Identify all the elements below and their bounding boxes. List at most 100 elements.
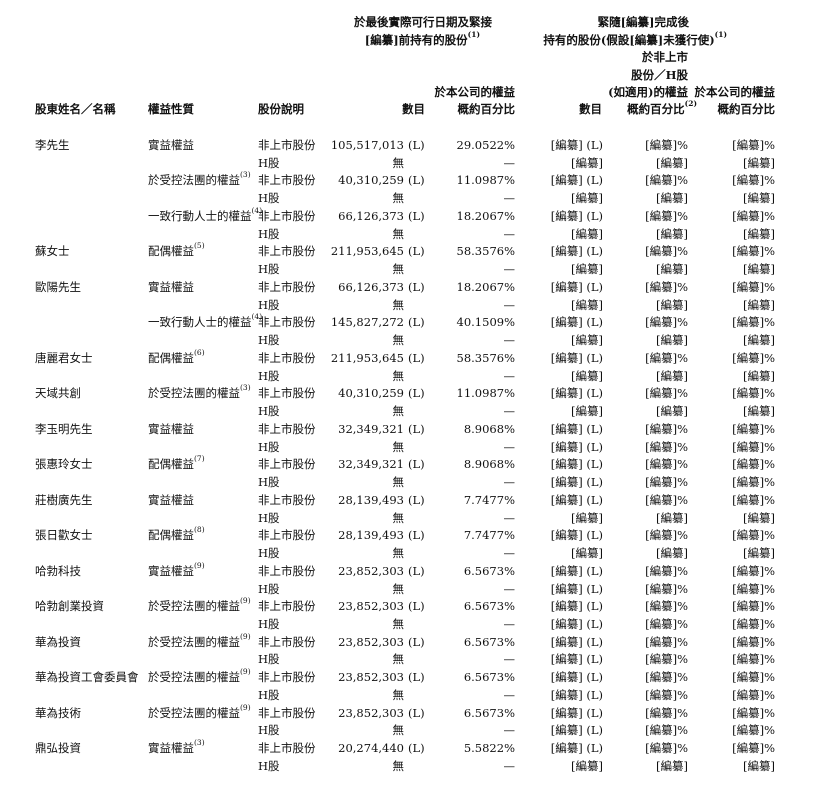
post-class-percentage: [編纂]	[656, 226, 688, 242]
post-class-percentage: [編纂]%	[645, 172, 688, 188]
post-class-percentage: [編纂]%	[645, 243, 688, 259]
share-description: H股	[258, 616, 280, 632]
share-count: 無	[393, 226, 405, 242]
long-position-flag-text: (L)	[408, 634, 425, 649]
post-class-percentage-text: [編纂]	[656, 226, 688, 241]
post-class-percentage-text: [編纂]%	[645, 652, 688, 667]
shareholding-percentage: —	[504, 651, 516, 667]
shareholding-percentage-text: —	[503, 546, 516, 561]
group-header-post-line1: 緊隨[編纂]完成後	[597, 15, 689, 29]
post-company-percentage-text: [編纂]%	[732, 350, 775, 365]
shareholding-percentage: —	[504, 297, 516, 313]
interest-nature: 實益權益	[148, 279, 194, 295]
post-share-count: [編纂] (L)	[551, 563, 603, 579]
post-class-percentage-text: [編纂]	[656, 297, 688, 312]
col-header-name: 股東姓名／名稱	[35, 102, 116, 116]
interest-nature-text: 實益權益	[148, 279, 194, 294]
post-class-percentage: [編纂]%	[645, 527, 688, 543]
footnote-ref: (1)	[714, 30, 727, 39]
post-company-percentage-text: [編纂]	[743, 262, 775, 277]
share-count-text: 無	[392, 297, 405, 312]
post-share-count-text: [編纂] (L)	[550, 581, 603, 596]
post-class-percentage-text: [編纂]%	[645, 457, 688, 472]
post-share-count: [編纂]	[571, 155, 603, 171]
post-share-count: [編纂] (L)	[551, 208, 603, 224]
post-company-percentage: [編纂]%	[732, 385, 775, 401]
long-position-flag: (L)	[408, 705, 425, 721]
post-class-percentage-text: [編纂]%	[645, 173, 688, 188]
group-header-pre-line2: [編纂]前持有的股份	[364, 33, 468, 47]
share-description: H股	[258, 155, 280, 171]
shareholding-percentage: —	[504, 581, 516, 597]
post-share-count-text: [編纂]	[571, 546, 603, 561]
post-class-percentage-text: [編纂]%	[645, 581, 688, 596]
post-share-count: [編纂]	[571, 297, 603, 313]
post-company-percentage: [編纂]%	[732, 705, 775, 721]
post-class-percentage: [編纂]	[656, 510, 688, 526]
post-share-count: [編纂] (L)	[551, 385, 603, 401]
shareholder-name: 李先生	[35, 137, 70, 153]
share-count-text: 無	[392, 723, 405, 738]
interest-nature: 實益權益	[148, 492, 194, 508]
col-header-post-pct1-line4: 概約百分比(2)	[627, 100, 697, 117]
shareholding-percentage: —	[504, 687, 516, 703]
footnote-ref: (4)	[251, 205, 263, 215]
post-company-percentage: [編纂]%	[732, 598, 775, 614]
post-company-percentage: [編纂]%	[732, 314, 775, 330]
post-company-percentage-text: [編纂]%	[732, 386, 775, 401]
share-count: 145,827,272	[331, 314, 404, 330]
post-company-percentage: [編纂]	[743, 545, 775, 561]
col-header-post-pct1-line2: 股份／H股	[631, 68, 688, 82]
share-count-text: 無	[392, 404, 405, 419]
share-count: 無	[393, 474, 405, 490]
post-class-percentage-text: [編纂]%	[645, 279, 688, 294]
share-count-text: 無	[392, 616, 405, 631]
post-share-count: [編纂] (L)	[551, 616, 603, 632]
share-description-text: H股	[258, 687, 280, 702]
group-header-post: 緊隨[編纂]完成後	[598, 14, 689, 30]
footnote-ref: (4)	[251, 312, 263, 322]
long-position-flag: (L)	[408, 740, 425, 756]
interest-nature: 實益權益(9)	[148, 561, 205, 579]
post-company-percentage-text: [編纂]%	[732, 687, 775, 702]
footnote-ref: (9)	[240, 596, 251, 606]
interest-nature-text: 實益權益	[148, 741, 194, 756]
share-description: H股	[258, 368, 280, 384]
post-share-count: [編纂] (L)	[551, 456, 603, 472]
interest-nature-text: 配偶權益	[148, 244, 194, 259]
post-class-percentage-text: [編纂]	[656, 404, 688, 419]
interest-nature-text: 實益權益	[148, 492, 194, 507]
share-description: 非上市股份	[258, 137, 316, 153]
share-count-text: 無	[392, 368, 405, 383]
post-class-percentage-text: [編纂]%	[645, 244, 688, 259]
post-company-percentage-text: [編纂]%	[732, 599, 775, 614]
share-description-text: 非上市股份	[258, 741, 316, 756]
share-count: 無	[393, 190, 405, 206]
post-class-percentage: [編纂]%	[645, 687, 688, 703]
post-share-count-text: [編纂]	[571, 333, 603, 348]
post-share-count: [編纂]	[571, 190, 603, 206]
shareholding-percentage-text: 11.0987%	[456, 173, 515, 188]
share-count: 無	[393, 651, 405, 667]
shareholding-percentage-text: 8.9068%	[463, 457, 515, 472]
post-company-percentage: [編纂]%	[732, 527, 775, 543]
shareholder-name-text: 歐陽先生	[35, 279, 81, 294]
interest-nature: 配偶權益(8)	[148, 526, 205, 543]
shareholder-name: 張惠玲女士	[35, 456, 93, 472]
shareholding-percentage: 6.5673%	[464, 598, 515, 614]
post-company-percentage-text: [編纂]%	[732, 528, 775, 543]
post-class-percentage: [編纂]%	[645, 385, 688, 401]
share-description-text: H股	[258, 333, 280, 348]
share-description: 非上市股份	[258, 492, 316, 508]
footnote-ref: (9)	[240, 631, 251, 641]
share-count: 23,852,303	[338, 598, 404, 614]
share-count-text: 40,310,259	[338, 386, 404, 401]
share-count: 無	[393, 722, 405, 738]
post-company-percentage-text: [編纂]%	[732, 670, 775, 685]
shareholding-percentage: —	[504, 261, 516, 277]
shareholder-name: 哈勃創業投資	[35, 598, 104, 614]
post-company-percentage: [編纂]%	[732, 350, 775, 366]
share-description-text: 非上市股份	[258, 599, 316, 614]
post-class-percentage: [編纂]%	[645, 456, 688, 472]
post-company-percentage: [編纂]%	[732, 137, 775, 153]
